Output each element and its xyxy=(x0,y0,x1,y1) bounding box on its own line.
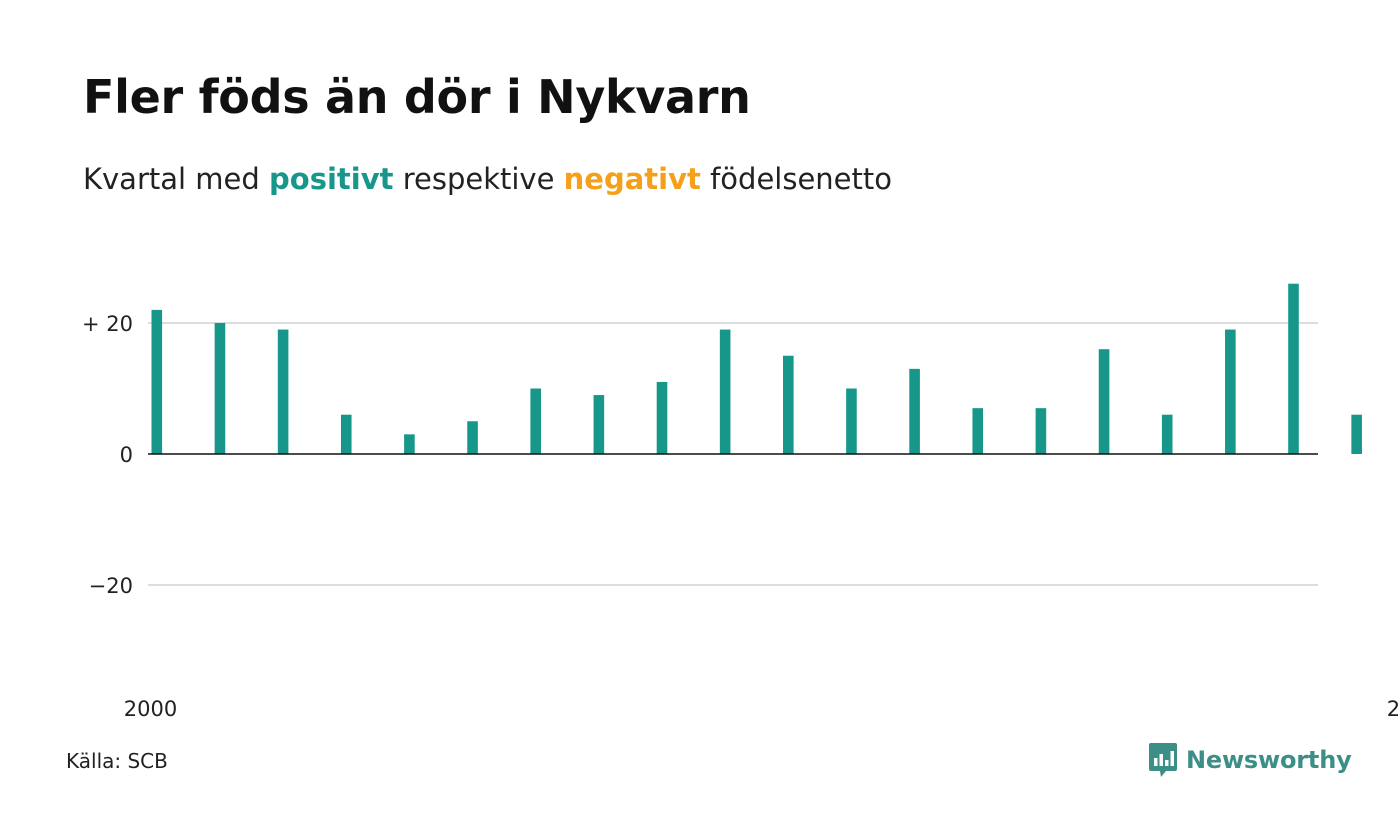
x-tick-label: 2005 xyxy=(1387,697,1400,721)
grid-lines xyxy=(148,322,1318,586)
bar xyxy=(719,329,731,454)
bar xyxy=(846,388,857,454)
bars xyxy=(151,283,1362,454)
bar xyxy=(593,395,605,454)
bar xyxy=(340,414,352,454)
bar xyxy=(277,329,289,454)
bar xyxy=(656,381,668,454)
bar xyxy=(467,421,478,454)
bar xyxy=(783,355,794,454)
y-tick-label: −20 xyxy=(89,574,133,598)
y-tick-label: + 20 xyxy=(82,312,133,336)
bar xyxy=(972,408,984,454)
bar xyxy=(1098,349,1110,454)
x-tick-label: 2000 xyxy=(124,697,177,721)
bar xyxy=(404,434,415,454)
subtitle-part-3: respektive xyxy=(402,162,555,196)
bar xyxy=(214,323,226,454)
chart-subtitle: Kvartal med positivt respektive negativt… xyxy=(83,162,892,196)
axes: + 200−2020002005201020152020 xyxy=(82,312,1400,721)
chart-title: Fler föds än dör i Nykvarn xyxy=(83,70,751,124)
bar xyxy=(1161,414,1173,454)
bar xyxy=(1225,329,1236,454)
y-tick-label: 0 xyxy=(120,443,133,467)
subtitle-positive-word: positivt xyxy=(269,162,394,196)
brand-name: Newsworthy xyxy=(1186,746,1352,774)
newsworthy-logo-icon xyxy=(1149,743,1177,777)
bar xyxy=(530,388,541,454)
subtitle-part-5: födelsenetto xyxy=(710,162,892,196)
bar xyxy=(1035,408,1047,454)
bar xyxy=(1288,283,1299,454)
bar xyxy=(1351,414,1362,454)
brand-logo: Newsworthy xyxy=(1148,742,1352,778)
bar xyxy=(909,368,920,454)
bar xyxy=(151,309,163,454)
subtitle-part-1: Kvartal med xyxy=(83,162,260,196)
subtitle-negative-word: negativt xyxy=(563,162,701,196)
source-note: Källa: SCB xyxy=(66,749,168,773)
